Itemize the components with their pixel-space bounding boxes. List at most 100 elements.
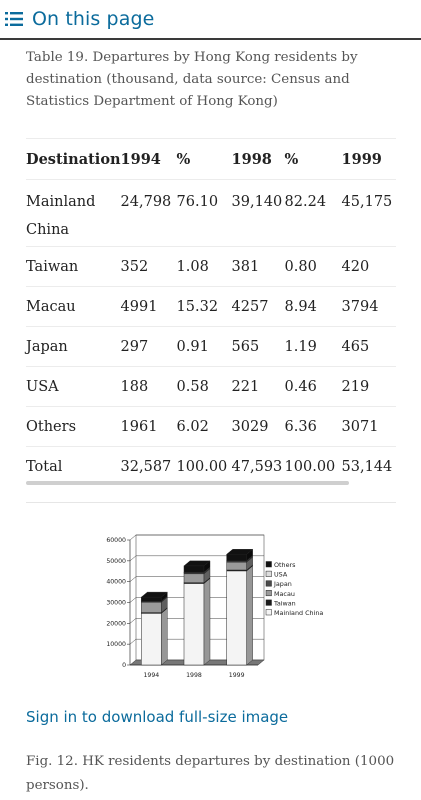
table-cell: 188 [120,378,149,395]
table-cell: USA [26,378,59,395]
table-cell: 8.94 [284,298,317,315]
table-cell: 0.80 [284,258,317,275]
bar-segment [183,573,205,583]
y-tick-label: 30000 [106,600,126,607]
legend-label: Others [274,561,296,569]
gridline [129,638,264,645]
column-header: 1998 [231,150,272,168]
table-row: USA 188 0.58 221 0.46 219 [26,366,396,407]
table-cell: 6.02 [176,418,209,435]
table-horizontal-scrollbar[interactable] [26,481,349,485]
on-this-page-bar[interactable]: On this page [0,0,421,40]
gridline [129,576,264,582]
legend-label: Japan [273,580,292,588]
table-cell: 76.10 [176,194,219,210]
table-cell: 219 [341,378,370,395]
table-cell: 100.00 [284,458,336,475]
table-row: Taiwan 352 1.08 381 0.80 420 [26,246,396,287]
table-cell: 82.24 [284,194,327,210]
table-cell: 39,140 [231,194,283,210]
bar-side [161,607,168,666]
bar-segment [226,554,247,561]
column-header: 1994 [120,150,161,168]
y-tick-label: 0 [122,662,126,669]
legend-swatch [265,590,272,597]
table-cell: 4257 [231,298,269,315]
table-cell: 4991 [120,298,158,315]
table-cell: Total [26,458,63,475]
legend-swatch [265,561,272,568]
table-cell: Others [26,418,77,435]
table-total-row: Total 32,587 100.00 47,593 100.00 53,144 [26,446,396,487]
departures-chart[interactable]: 0 10000 20000 30000 40000 50000 60000 1994 1998 1… [96,525,356,685]
column-header: % [284,150,299,168]
table-cell: 45,175 [341,194,393,210]
table-cell: Mainland China [26,194,96,238]
table-caption: Table 19. Departures by Hong Kong reside… [26,50,358,109]
table-cell: 15.32 [176,298,219,315]
bar-top [183,560,211,567]
table-cell: 0.91 [176,338,209,355]
bar-segment [226,570,247,666]
table-cell: 0.46 [284,378,317,395]
table-header-row: Destination 1994 % 1998 % 1999 [26,138,396,180]
gridline [129,555,264,562]
x-tick-label: 1994 [143,672,159,679]
bar-segment [183,583,205,666]
list-icon [5,12,23,26]
table-cell: 352 [120,258,149,275]
legend-label: Macau [274,590,295,598]
legend-swatch [265,580,272,587]
table-cell: 3029 [231,418,269,435]
departures-table: Destination 1994 % 1998 % 1999 Mainland … [26,138,396,486]
download-full-size-link[interactable]: Sign in to download full-size image [26,708,289,726]
gridline [129,534,264,541]
legend-swatch [265,570,272,577]
x-tick-label: 1998 [186,672,202,679]
table-cell: 53,144 [341,458,393,475]
on-this-page-title[interactable]: On this page [32,8,155,30]
table-cell: 24,798 [120,194,172,210]
table-row: Others 1961 6.02 3029 6.36 3071 [26,406,396,447]
bar-side [203,578,211,666]
bar-side [246,565,253,666]
table-cell: 381 [231,258,260,275]
gridline [129,597,264,603]
y-tick-label: 50000 [106,558,126,565]
y-tick-label: 40000 [106,579,126,586]
y-tick-label: 10000 [106,641,126,648]
column-header: 1999 [341,150,382,168]
table-cell: 1.08 [176,258,209,275]
table-row: Japan 297 0.91 565 1.19 465 [26,326,396,367]
legend-label: USA [274,571,288,579]
legend-swatch [265,609,272,616]
table-cell: 465 [341,338,370,355]
bar-segment [141,613,162,666]
figure-caption: Fig. 12. HK residents departures by dest… [26,754,395,793]
table-cell: 297 [120,338,149,355]
bar-top [140,591,168,598]
bar-segment [141,601,162,613]
table-cell: 0.58 [176,378,209,395]
table-cell: 1.19 [284,338,317,355]
x-tick-label: 1999 [229,672,245,679]
column-header: % [176,150,191,168]
table-cell: 3071 [341,418,379,435]
bar-top [226,549,254,555]
bar-segment [226,561,247,571]
table-cell: 1961 [120,418,158,435]
table-cell: Taiwan [26,258,79,275]
section-divider [26,502,396,503]
legend-label: Taiwan [273,599,296,607]
bar-segment [141,596,162,602]
y-tick-label: 60000 [106,537,126,544]
table-row: Mainland China 24,798 76.10 39,140 82.24… [26,179,396,247]
table-cell: 32,587 [120,458,172,475]
table-cell: 100.00 [176,458,228,475]
y-tick-label: 20000 [106,620,126,627]
column-header: Destination [26,150,121,168]
table-cell: 6.36 [284,418,317,435]
gridline [129,618,264,624]
legend-label: Mainland China [274,609,323,617]
table-cell: 565 [231,338,260,355]
